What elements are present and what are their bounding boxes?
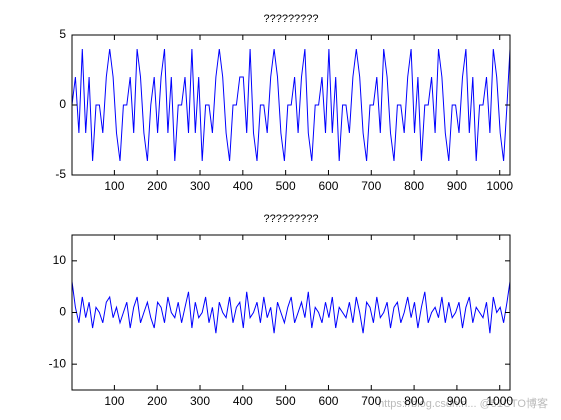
- chart-title: ?????????: [263, 13, 318, 25]
- y-tick-label: 10: [53, 253, 67, 267]
- y-tick-label: -5: [55, 167, 66, 181]
- x-tick-label: 300: [190, 179, 210, 193]
- y-tick-label: -10: [49, 356, 67, 370]
- x-tick-label: 700: [361, 394, 381, 408]
- x-tick-label: 1000: [486, 394, 513, 408]
- x-tick-label: 600: [318, 179, 338, 193]
- x-tick-label: 800: [404, 394, 424, 408]
- x-tick-label: 100: [104, 179, 124, 193]
- x-tick-label: 900: [447, 394, 467, 408]
- x-tick-label: 200: [147, 394, 167, 408]
- x-tick-label: 500: [276, 394, 296, 408]
- y-tick-label: 0: [59, 305, 66, 319]
- data-line: [71, 281, 511, 334]
- x-tick-label: 1000: [486, 179, 513, 193]
- x-tick-label: 200: [147, 179, 167, 193]
- data-line: [71, 48, 511, 162]
- y-tick-label: 5: [59, 27, 66, 41]
- x-tick-label: 400: [233, 394, 253, 408]
- x-tick-label: 500: [276, 179, 296, 193]
- x-tick-label: 900: [447, 179, 467, 193]
- chart-title: ?????????: [263, 213, 318, 225]
- x-tick-label: 700: [361, 179, 381, 193]
- x-tick-label: 300: [190, 394, 210, 408]
- x-tick-label: 600: [318, 394, 338, 408]
- y-tick-label: 0: [59, 97, 66, 111]
- x-tick-label: 400: [233, 179, 253, 193]
- watermark: https://blog.csdn.n... @51CTO博客: [378, 396, 548, 410]
- x-tick-label: 800: [404, 179, 424, 193]
- x-tick-label: 100: [104, 394, 124, 408]
